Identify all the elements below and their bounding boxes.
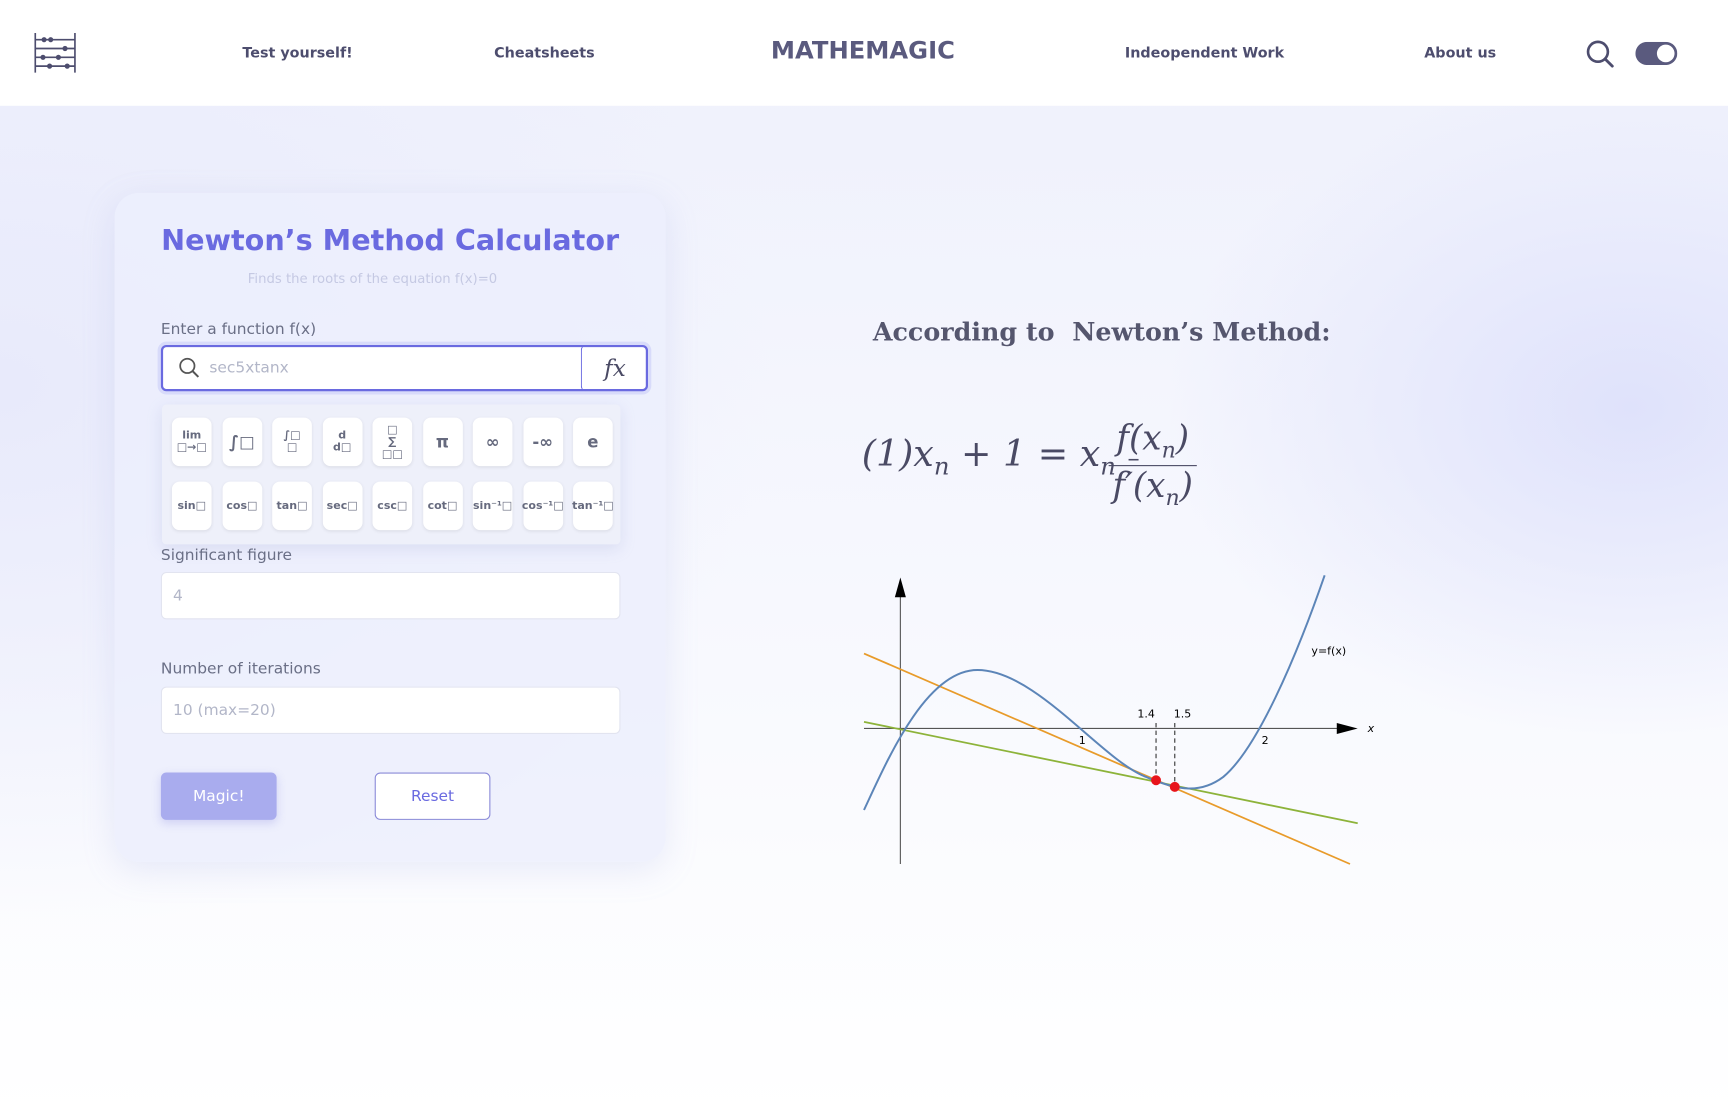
nav-link[interactable]: About us: [1424, 45, 1497, 62]
key-label: □: [387, 423, 398, 436]
graph-label: 2: [1262, 734, 1269, 747]
key-label: sin□: [177, 499, 207, 512]
search-icon[interactable]: [1586, 40, 1615, 69]
formula-part: + 1 = x: [961, 431, 1101, 475]
nav-link[interactable]: Test yourself!: [242, 45, 353, 62]
graph-label: 1.4: [1137, 707, 1155, 720]
formula-part: ): [1175, 418, 1190, 459]
formula-fraction: f(xn) f′(xn): [1108, 418, 1197, 511]
key-label: cos□: [226, 499, 258, 512]
key-label: e: [587, 431, 599, 452]
calculator-subtitle: Finds the roots of the equation f(x)=0: [247, 271, 498, 287]
key-label: tan□: [276, 499, 308, 512]
formula-sub: n: [1165, 484, 1180, 511]
graph-label: x: [1367, 722, 1375, 735]
key-label: d: [338, 429, 347, 442]
sigfig-label: Significant figure: [160, 546, 293, 565]
keypad-key[interactable]: lim □→□: [171, 417, 212, 467]
y-arrow: [894, 577, 906, 598]
key-label: d□: [333, 441, 352, 455]
graph-label: y=f(x): [1311, 645, 1346, 658]
key-label: ∞: [485, 431, 500, 452]
keypad-key[interactable]: d d□: [322, 417, 363, 467]
key-label: cos⁻¹□: [521, 499, 564, 512]
numerator: f(xn): [1108, 418, 1197, 467]
function-input[interactable]: sec5xtanx: [160, 344, 648, 392]
key-label: ∫□: [283, 429, 301, 442]
fx-button[interactable]: fx: [580, 344, 648, 392]
key-label: sec□: [326, 499, 358, 512]
keypad-key[interactable]: sec□: [322, 481, 363, 531]
keypad-key[interactable]: csc□: [372, 481, 413, 531]
denominator: f′(xn): [1109, 466, 1197, 510]
key-label: π: [435, 431, 450, 452]
keypad: lim □→□ ∫□ ∫□ □ d d□ □ ∑ □□ π ∞ -∞ e sin□ cos□ tan□ sec□ c…: [161, 404, 621, 545]
keypad-key[interactable]: tan□: [272, 481, 312, 531]
keypad-key[interactable]: □ ∑ □□: [372, 417, 413, 467]
iterations-label: Number of iterations: [160, 660, 321, 678]
keypad-key[interactable]: π: [422, 417, 463, 467]
formula-part: f(x: [1116, 418, 1162, 459]
key-label: sin⁻¹□: [472, 499, 513, 512]
sigfig-input[interactable]: 4: [160, 571, 621, 620]
nav-link[interactable]: Cheatsheets: [494, 45, 595, 62]
formula-part: (1)x: [861, 431, 934, 475]
formula-sub: n: [933, 453, 950, 482]
formula-part: f′(x: [1112, 466, 1166, 507]
curve: [863, 574, 1326, 811]
search-glyph: [179, 357, 200, 378]
nav-link[interactable]: Indeopendent Work: [1124, 45, 1285, 62]
formula-sub: n: [1100, 453, 1116, 482]
key-label: ∫□: [229, 431, 255, 452]
formula-part: ): [1179, 466, 1194, 507]
key-label: tan⁻¹□: [572, 499, 614, 512]
key-label: □: [286, 441, 298, 455]
keypad-key[interactable]: sin□: [171, 481, 212, 531]
key-label: cot□: [427, 499, 458, 512]
key-label: ∑: [388, 435, 397, 448]
key-label: csc□: [377, 499, 408, 512]
reset-button[interactable]: Reset: [374, 772, 491, 820]
formula-sub: n: [1161, 436, 1176, 464]
keypad-key[interactable]: -∞: [522, 417, 563, 467]
key-label: □→□: [176, 441, 207, 455]
function-label: Enter a function f(x): [160, 320, 317, 339]
calculator-title: Newton’s Method Calculator: [161, 224, 620, 258]
logo[interactable]: [34, 33, 76, 73]
top-bar: Test yourself! Cheatsheets MATHEMAGIC In…: [0, 0, 1728, 106]
function-placeholder: sec5xtanx: [209, 359, 289, 377]
tangent-2: [863, 720, 1358, 825]
graph-label: 1: [1079, 734, 1086, 747]
x-arrow: [1336, 722, 1358, 734]
graph-label: 1.5: [1174, 707, 1192, 720]
keypad-key[interactable]: e: [573, 417, 613, 467]
sigfig-placeholder: 4: [173, 586, 183, 605]
formula-lhs: (1)xn + 1 = xn –: [862, 432, 1140, 481]
keypad-key[interactable]: sin⁻¹□: [472, 481, 513, 531]
brand[interactable]: MATHEMAGIC: [770, 37, 955, 66]
key-label: lim: [182, 429, 202, 442]
tangent-1: [863, 652, 1351, 865]
iterations-input[interactable]: 10 (max=20): [160, 686, 621, 734]
keypad-key[interactable]: tan⁻¹□: [572, 481, 614, 531]
point: [1169, 781, 1180, 792]
keypad-key[interactable]: cos⁻¹□: [521, 481, 564, 531]
theme-toggle[interactable]: [1635, 41, 1678, 66]
key-label: □□: [381, 447, 403, 461]
keypad-key[interactable]: cos□: [222, 481, 262, 531]
keypad-key[interactable]: ∞: [472, 417, 513, 467]
iterations-placeholder: 10 (max=20): [173, 701, 276, 720]
keypad-key[interactable]: cot□: [422, 481, 463, 531]
point: [1151, 775, 1161, 786]
keypad-key[interactable]: ∫□: [222, 417, 262, 467]
key-label: -∞: [532, 431, 554, 452]
explanation-heading: According to Newton’s Method:: [872, 317, 1331, 348]
magic-button[interactable]: Magic!: [160, 772, 277, 820]
keypad-key[interactable]: ∫□ □: [272, 417, 312, 467]
